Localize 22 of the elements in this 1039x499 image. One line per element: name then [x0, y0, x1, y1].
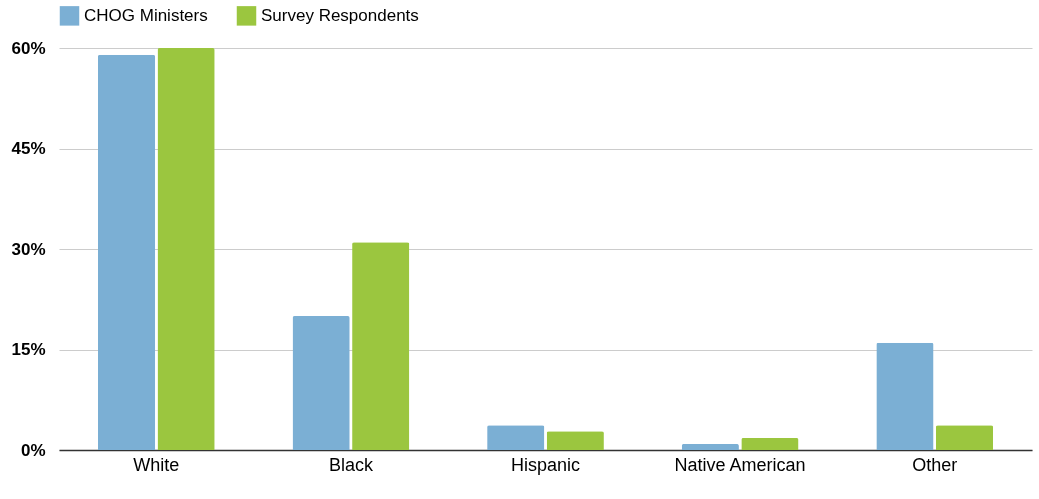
- y-tick-label: 0%: [20, 440, 46, 460]
- bar: [97, 54, 156, 450]
- y-tick-label: 30%: [11, 239, 46, 259]
- y-tick-label: 15%: [11, 340, 46, 359]
- legend-label: Survey Respondents: [261, 5, 419, 25]
- bar: [292, 316, 350, 450]
- x-tick-label: Other: [912, 454, 958, 475]
- x-tick-label: White: [133, 454, 180, 475]
- bar: [546, 431, 604, 450]
- bar: [487, 425, 545, 450]
- x-tick-label: Native American: [674, 454, 806, 475]
- bar: [741, 437, 799, 450]
- bar: [935, 425, 994, 450]
- y-tick-label: 45%: [11, 139, 46, 158]
- bar: [681, 443, 739, 450]
- y-tick-label: 60%: [11, 38, 46, 58]
- x-tick-label: Hispanic: [510, 454, 581, 475]
- bar: [876, 342, 934, 450]
- legend-label: CHOG Ministers: [84, 5, 208, 25]
- bar: [157, 48, 215, 450]
- bar: [352, 242, 410, 450]
- x-tick-label: Black: [328, 454, 374, 475]
